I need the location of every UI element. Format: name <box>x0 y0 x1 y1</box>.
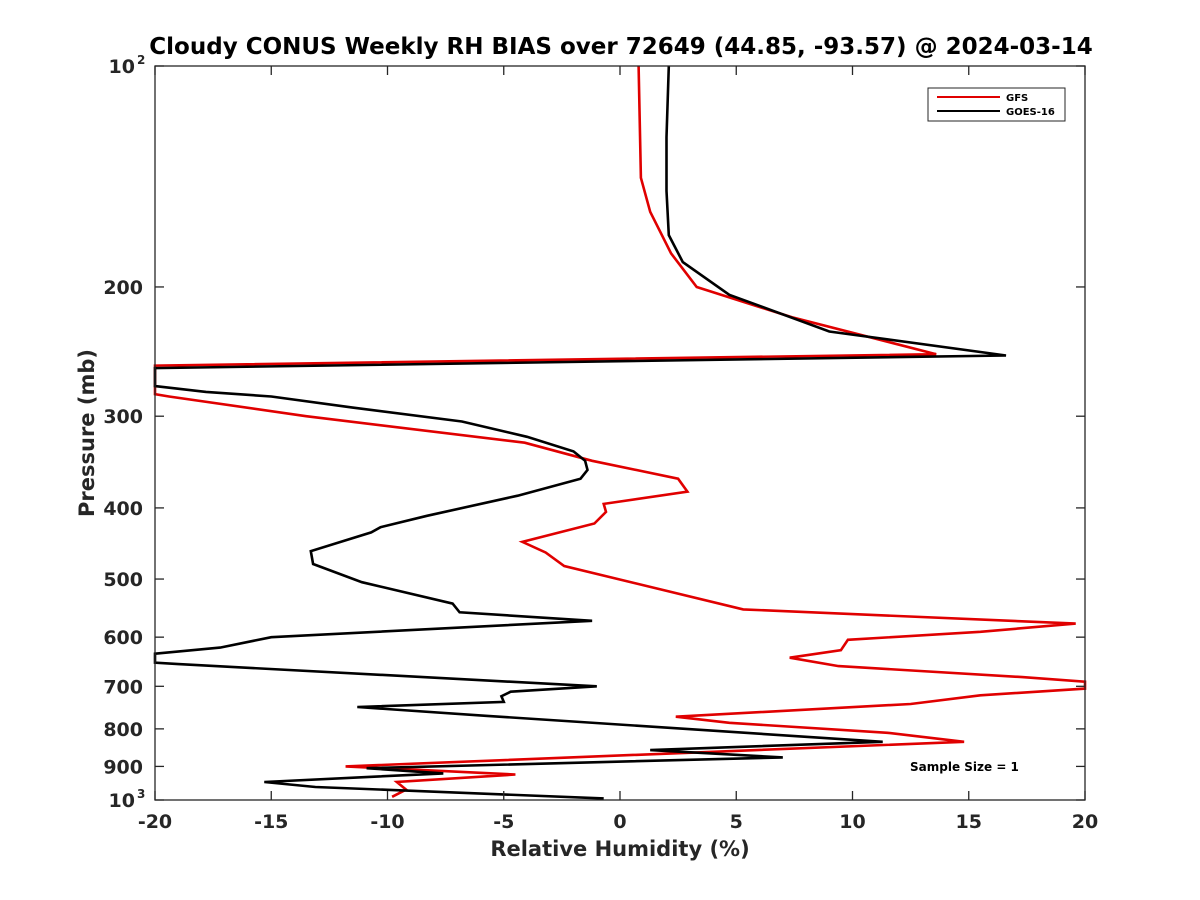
plot-background <box>155 66 1085 800</box>
x-tick-label: -10 <box>370 811 404 833</box>
y-tick-exponent: 3 <box>137 787 145 801</box>
x-tick-label: 20 <box>1072 811 1098 833</box>
y-tick-label: 300 <box>103 406 143 428</box>
legend: GFS GOES-16 <box>927 87 1066 122</box>
x-tick-label: 5 <box>730 811 743 833</box>
y-tick-label: 900 <box>103 756 143 778</box>
y-tick-exponent: 2 <box>137 53 145 67</box>
x-axis-label: Relative Humidity (%) <box>490 837 749 861</box>
y-tick-label: 400 <box>103 498 143 520</box>
x-tick-label: -20 <box>138 811 172 833</box>
y-tick-label: 200 <box>103 277 143 299</box>
y-tick-label: 800 <box>103 719 143 741</box>
y-tick-label: 500 <box>103 569 143 591</box>
legend-box <box>927 87 1066 122</box>
chart-title: Cloudy CONUS Weekly RH BIAS over 72649 (… <box>149 34 1092 60</box>
y-tick-label: 700 <box>103 676 143 698</box>
y-tick-label: 10 <box>109 790 135 812</box>
series-line-gfs <box>153 65 1087 798</box>
x-tick-label: 0 <box>613 811 626 833</box>
sample-size-annotation: Sample Size = 1 <box>910 760 1019 774</box>
x-tick-label: -5 <box>493 811 514 833</box>
x-tick-label: -15 <box>254 811 288 833</box>
legend-label-goes16: GOES-16 <box>1006 107 1055 118</box>
x-tick-label: 15 <box>956 811 982 833</box>
y-axis-label: Pressure (mb) <box>75 349 99 517</box>
y-tick-label: 600 <box>103 627 143 649</box>
legend-label-gfs: GFS <box>1006 93 1028 104</box>
y-tick-label: 10 <box>109 56 135 78</box>
x-tick-label: 10 <box>839 811 865 833</box>
